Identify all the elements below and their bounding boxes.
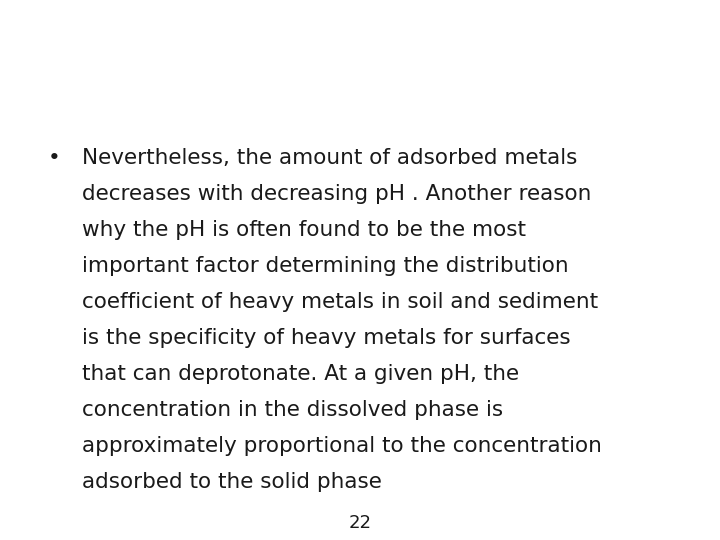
Text: approximately proportional to the concentration: approximately proportional to the concen… <box>82 436 602 456</box>
Text: adsorbed to the solid phase: adsorbed to the solid phase <box>82 472 382 492</box>
Text: 22: 22 <box>348 514 372 532</box>
Text: that can deprotonate. At a given pH, the: that can deprotonate. At a given pH, the <box>82 364 519 384</box>
Text: is the specificity of heavy metals for surfaces: is the specificity of heavy metals for s… <box>82 328 571 348</box>
Text: decreases with decreasing pH . Another reason: decreases with decreasing pH . Another r… <box>82 184 591 204</box>
Text: coefficient of heavy metals in soil and sediment: coefficient of heavy metals in soil and … <box>82 292 598 312</box>
Text: concentration in the dissolved phase is: concentration in the dissolved phase is <box>82 400 503 420</box>
Text: Nevertheless, the amount of adsorbed metals: Nevertheless, the amount of adsorbed met… <box>82 148 577 168</box>
Text: •: • <box>48 148 60 168</box>
Text: important factor determining the distribution: important factor determining the distrib… <box>82 256 569 276</box>
Text: why the pH is often found to be the most: why the pH is often found to be the most <box>82 220 526 240</box>
